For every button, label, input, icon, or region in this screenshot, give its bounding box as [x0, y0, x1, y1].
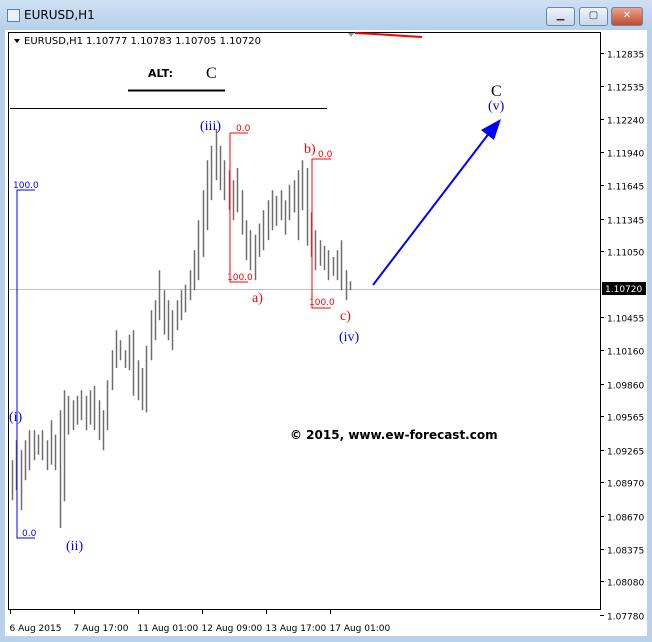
red-fib-retracement-1: [229, 132, 248, 283]
chart-window-icon: [7, 9, 20, 22]
fib-blue-100: 100.0: [13, 181, 39, 191]
y-tick-label: 1.07780: [607, 613, 644, 623]
y-tick-label: 1.11940: [607, 150, 644, 160]
wave-label-c: c): [340, 309, 351, 324]
y-axis: 1.12835 1.12535 1.12240 1.11940 1.11645 1.113…: [600, 51, 644, 623]
y-tick-label: 1.12835: [607, 51, 644, 61]
x-tick-label: 17 Aug 01:00: [330, 624, 391, 634]
current-price-value: 1.10720: [605, 285, 642, 295]
y-tick-label: 1.12535: [607, 84, 644, 94]
x-tick-label: 13 Aug 17:00: [266, 624, 327, 634]
dropdown-triangle-icon[interactable]: [14, 39, 20, 43]
shift-marker-icon: [348, 33, 354, 37]
wave-label-a: a): [252, 291, 263, 306]
alt-label: ALT:: [148, 67, 173, 80]
chart-header-ohlc: 1.10777 1.10783 1.10705 1.10720: [86, 36, 261, 47]
y-tick-label: 1.09265: [607, 448, 644, 458]
price-bars: [11, 129, 352, 528]
y-tick-label: 1.12240: [607, 117, 644, 127]
x-tick-label: 7 Aug 17:00: [74, 624, 129, 634]
minimize-button[interactable]: ▁: [546, 7, 575, 26]
fib-red2-0: 0.0: [318, 150, 333, 160]
plot-frame: [8, 32, 601, 610]
y-tick-label: 1.10455: [607, 315, 644, 325]
chart-header-symbol: EURUSD,H1: [24, 36, 83, 47]
y-tick-label: 1.11345: [607, 217, 644, 227]
y-tick-label: 1.08970: [607, 480, 644, 490]
wave-label-C: C: [491, 83, 502, 100]
wave-label-v: (v): [488, 99, 505, 114]
y-tick-label: 1.08670: [607, 514, 644, 524]
alt-wave-label: C: [206, 65, 217, 82]
copyright-watermark: © 2015, www.ew-forecast.com: [290, 428, 498, 442]
blue-fib-retracement: [16, 189, 35, 539]
fib-red1-100: 100.0: [227, 273, 253, 283]
maximize-button[interactable]: ▢: [579, 7, 608, 26]
wave-label-b: b): [304, 142, 316, 157]
close-button[interactable]: ✕: [611, 7, 643, 26]
wave-label-i: (i): [9, 410, 23, 425]
chart-area[interactable]: [5, 30, 647, 636]
projection-arrow: [372, 131, 491, 286]
x-tick-label: 11 Aug 01:00: [138, 624, 199, 634]
x-axis: 6 Aug 2015 7 Aug 17:00 11 Aug 01:00 12 Aug …: [10, 609, 391, 634]
wave-label-iii: (iii): [200, 119, 221, 134]
red-fib-retracement-2: [311, 158, 331, 309]
wave-label-iv: (iv): [339, 330, 360, 345]
fib-blue-0: 0.0: [22, 529, 37, 539]
y-tick-label: 1.11050: [607, 249, 644, 259]
y-tick-label: 1.08375: [607, 547, 644, 557]
y-tick-label: 1.09565: [607, 414, 644, 424]
red-indicator-line: [354, 32, 423, 38]
y-tick-label: 1.08080: [607, 579, 644, 589]
x-tick-label: 6 Aug 2015: [10, 624, 62, 634]
fib-red2-100: 100.0: [309, 298, 335, 308]
window-title: EURUSD,H1: [24, 8, 95, 22]
y-tick-label: 1.10160: [607, 348, 644, 358]
x-tick-label: 12 Aug 09:00: [202, 624, 263, 634]
y-tick-label: 1.11645: [607, 183, 644, 193]
fib-red1-0: 0.0: [236, 124, 251, 134]
arrow-head-icon: [481, 119, 501, 140]
current-price-tag: [602, 282, 646, 295]
wave-label-ii: (ii): [66, 539, 83, 554]
y-tick-label: 1.09860: [607, 382, 644, 392]
title-bar: EURUSD,H1 ▁ ▢ ✕: [0, 0, 652, 28]
